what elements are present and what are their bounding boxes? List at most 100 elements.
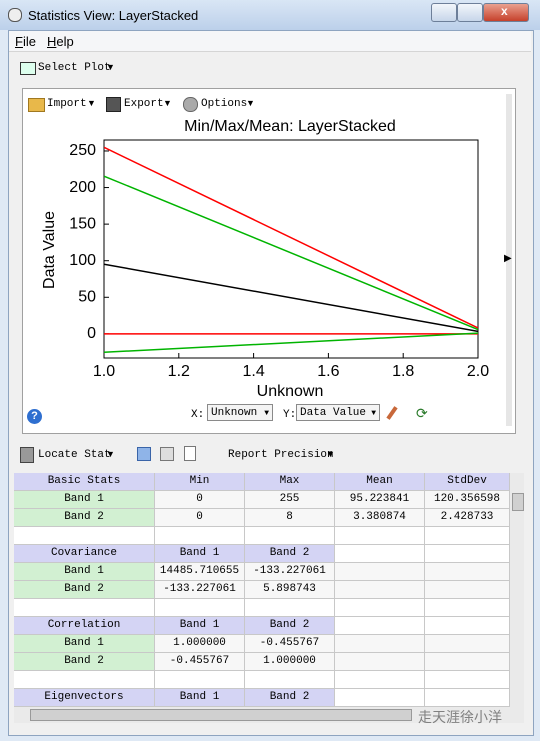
x-tick-label: 1.0 (93, 363, 115, 380)
help-icon[interactable]: ? (27, 409, 42, 424)
table-cell: 14485.710655 (155, 563, 245, 581)
x-control-label: X: (191, 409, 205, 421)
table-cell: 5.898743 (245, 581, 335, 599)
table-cell: -0.455767 (245, 635, 335, 653)
empty-cell (425, 545, 510, 563)
table-cell: Band 1 (155, 617, 245, 635)
chart-title: Min/Max/Mean: LayerStacked (184, 118, 396, 135)
locate-stat[interactable]: Locate Stat (38, 449, 111, 461)
dropdown-arrow: ▼ (106, 62, 115, 72)
empty-cell (335, 617, 425, 635)
y-tick-label: 250 (69, 142, 96, 159)
menu-help[interactable]: Help (47, 34, 74, 49)
series-line (104, 175, 478, 331)
series-line (104, 146, 478, 329)
empty-cell (14, 599, 155, 617)
empty-cell (335, 527, 425, 545)
app-icon (8, 8, 22, 22)
y-tick-label: 100 (69, 252, 96, 269)
table-cell: Correlation (14, 617, 155, 635)
y-tick-label: 200 (69, 179, 96, 196)
x-tick-label: 1.8 (392, 363, 414, 380)
panel-scrollbar (506, 94, 512, 426)
expand-arrow[interactable]: ▶ (504, 253, 512, 264)
table-cell: Band 1 (155, 545, 245, 563)
table-cell: Band 1 (14, 491, 155, 509)
table-cell: 0 (155, 509, 245, 527)
series-line (104, 332, 478, 353)
dropdown-arrow: ▼ (87, 98, 96, 108)
table-cell: 255 (245, 491, 335, 509)
x-tick-label: 1.6 (317, 363, 339, 380)
y-tick-label: 50 (78, 289, 96, 306)
refresh-icon[interactable]: ⟳ (416, 405, 428, 421)
table-cell: 95.223841 (335, 491, 425, 509)
table-cell: 2.428733 (425, 509, 510, 527)
table-cell: Band 2 (245, 617, 335, 635)
maximize-button[interactable] (457, 3, 483, 22)
close-button[interactable]: x (483, 3, 529, 22)
x-dropdown[interactable]: Unknown ▼ (207, 404, 273, 421)
copy-icon[interactable] (184, 446, 196, 461)
empty-cell (425, 599, 510, 617)
plot-frame (103, 139, 479, 359)
plot-icon (20, 62, 36, 75)
horizontal-scrollbar[interactable] (14, 707, 524, 723)
table-cell: 8 (245, 509, 335, 527)
empty-cell (425, 527, 510, 545)
options-button[interactable]: Options (201, 98, 248, 110)
table-cell: 120.356598 (425, 491, 510, 509)
table-cell: -0.455767 (155, 653, 245, 671)
empty-cell (335, 599, 425, 617)
empty-cell (425, 617, 510, 635)
table-cell: Mean (335, 473, 425, 491)
empty-cell (335, 635, 425, 653)
minimize-button[interactable] (431, 3, 457, 22)
x-tick-label: 2.0 (467, 363, 489, 380)
table-cell: Basic Stats (14, 473, 155, 491)
locate-icon (20, 447, 34, 463)
export-icon (106, 97, 121, 112)
y-tick-label: 150 (69, 215, 96, 232)
empty-cell (425, 581, 510, 599)
y-dropdown[interactable]: Data Value ▼ (296, 404, 380, 421)
export-button[interactable]: Export (124, 98, 164, 110)
select-plot[interactable]: Select Plot (38, 62, 111, 74)
table-cell: Max (245, 473, 335, 491)
dropdown-arrow: ▼ (326, 449, 335, 459)
view-icon[interactable] (137, 447, 151, 461)
table-cell: Band 1 (14, 635, 155, 653)
empty-cell (155, 527, 245, 545)
table-icon[interactable] (160, 447, 174, 461)
table-cell: Band 2 (14, 581, 155, 599)
table-cell: -133.227061 (155, 581, 245, 599)
x-tick-label: 1.4 (242, 363, 264, 380)
chart: Min/Max/Mean: LayerStacked Data Value Un… (41, 118, 489, 400)
empty-cell (245, 527, 335, 545)
dropdown-arrow: ▼ (246, 98, 255, 108)
y-dropdown-value: Data Value (300, 407, 367, 419)
empty-cell (155, 671, 245, 689)
x-dropdown-value: Unknown (211, 407, 258, 419)
table-cell: Band 2 (14, 653, 155, 671)
report-precision[interactable]: Report Precision (228, 449, 334, 461)
menu-file[interactable]: File (15, 34, 36, 49)
empty-cell (245, 671, 335, 689)
y-control-label: Y: (283, 409, 297, 421)
vertical-scrollbar[interactable] (510, 473, 524, 707)
empty-cell (425, 635, 510, 653)
empty-cell (14, 671, 155, 689)
table-cell: 1.000000 (155, 635, 245, 653)
import-icon (28, 98, 45, 112)
empty-cell (155, 599, 245, 617)
table-cell: 1.000000 (245, 653, 335, 671)
empty-cell (14, 527, 155, 545)
series-line (104, 263, 478, 333)
empty-cell (335, 653, 425, 671)
import-button[interactable]: Import (47, 98, 87, 110)
stats-table: Basic Stats Min Max Mean StdDev Band 1 0 255 95.… (14, 473, 510, 707)
empty-cell (335, 689, 425, 707)
menu-bar: File Help (9, 31, 531, 52)
dropdown-arrow: ▼ (106, 449, 115, 459)
